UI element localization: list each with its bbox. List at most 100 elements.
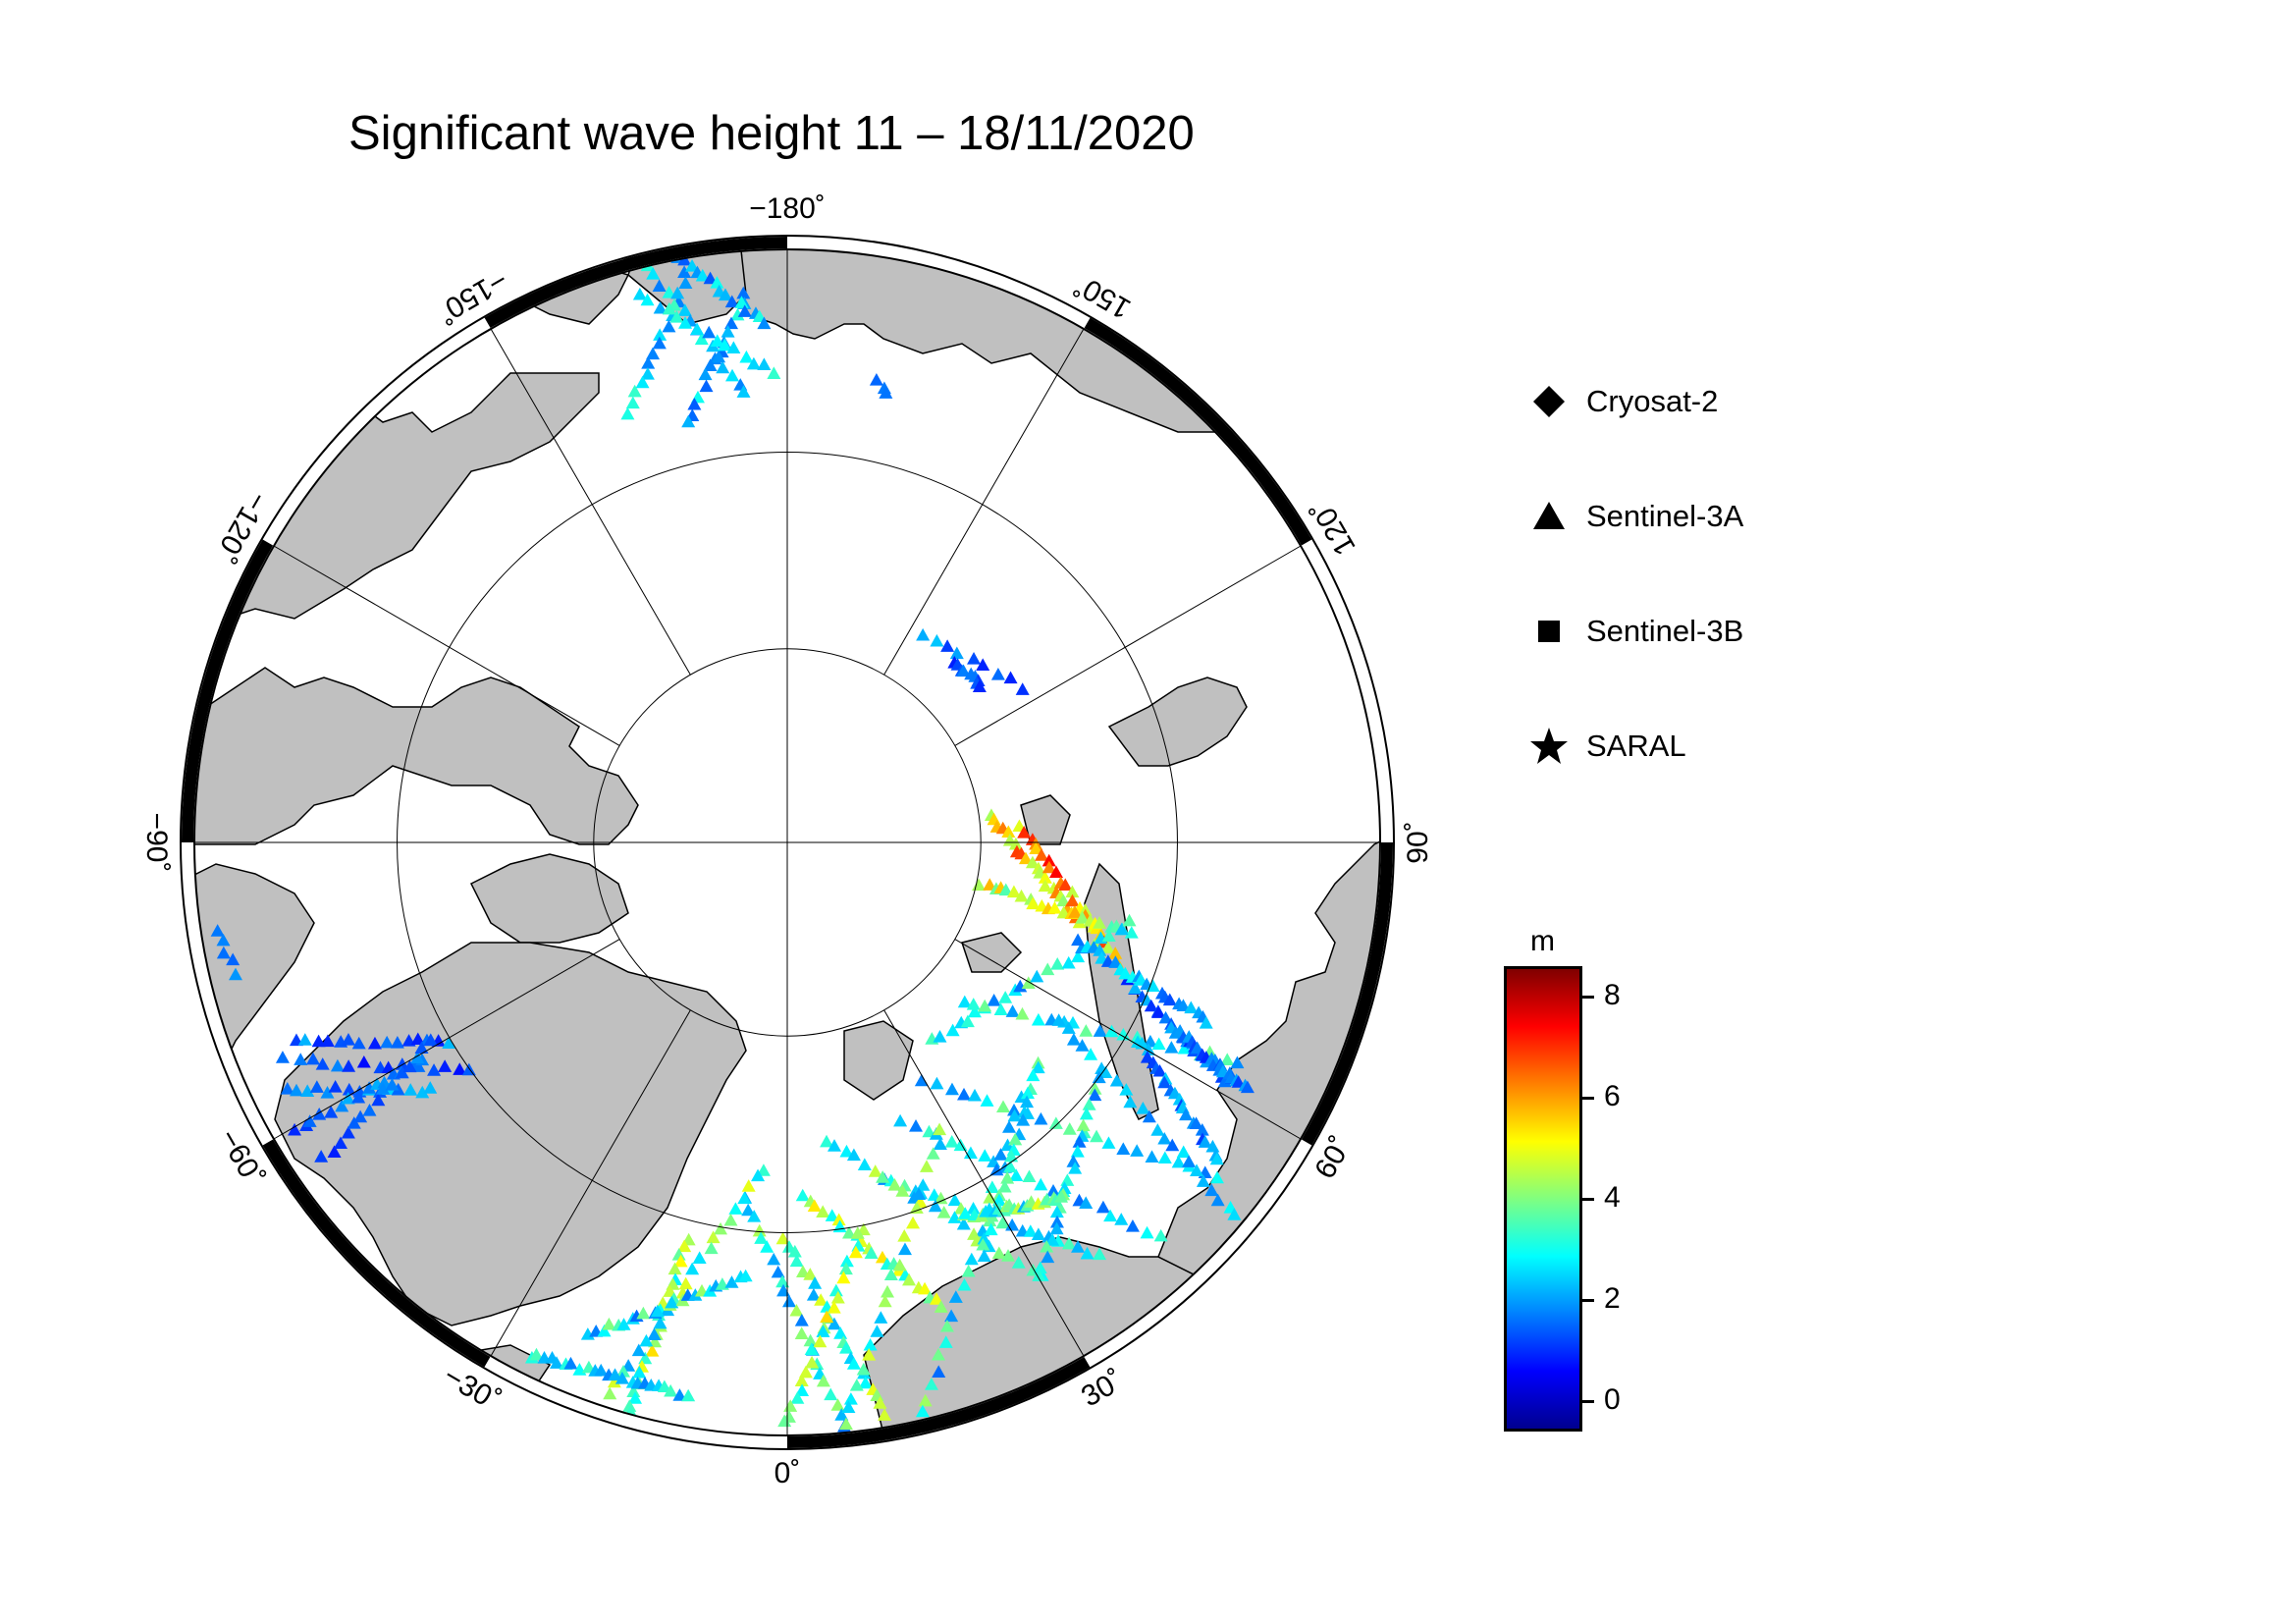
swh-marker xyxy=(998,991,1013,1003)
swh-marker xyxy=(461,1062,476,1076)
swh-marker xyxy=(1005,1004,1020,1017)
swh-marker xyxy=(737,304,752,317)
swh-marker xyxy=(1093,916,1107,929)
swh-marker xyxy=(362,1081,377,1094)
swh-marker xyxy=(423,1033,438,1046)
swh-marker xyxy=(1003,1160,1018,1173)
swh-marker xyxy=(1048,1116,1063,1129)
swh-marker xyxy=(653,300,667,314)
swh-marker xyxy=(789,1254,804,1268)
swh-marker xyxy=(1041,962,1055,976)
meridian-line xyxy=(273,939,620,1140)
swh-marker xyxy=(1013,979,1028,993)
swh-marker xyxy=(341,1033,355,1046)
swh-marker xyxy=(944,1134,959,1148)
swh-marker xyxy=(718,338,732,352)
swh-marker xyxy=(1068,1162,1083,1174)
swh-marker xyxy=(410,1032,425,1046)
swh-marker xyxy=(834,1408,849,1421)
swh-marker xyxy=(1040,1239,1054,1253)
swh-marker xyxy=(311,1034,326,1048)
swh-marker xyxy=(1205,1139,1220,1153)
swh-marker xyxy=(627,384,642,398)
swh-marker xyxy=(741,1203,756,1217)
swh-marker xyxy=(849,1379,864,1391)
swh-marker xyxy=(1157,1131,1172,1145)
swh-marker xyxy=(771,1265,785,1278)
swh-marker xyxy=(830,1398,845,1411)
swh-marker xyxy=(825,1209,839,1221)
swh-marker xyxy=(1152,1063,1167,1077)
swh-marker xyxy=(1151,1037,1166,1051)
swh-marker xyxy=(883,1268,898,1281)
legend-label: SARAL xyxy=(1586,729,1686,763)
swh-marker xyxy=(789,1303,804,1317)
colorbar-tick-label: 0 xyxy=(1604,1383,1621,1417)
land-svalbard xyxy=(843,1020,914,1101)
swh-marker xyxy=(1084,1048,1098,1060)
swh-marker xyxy=(963,1146,978,1160)
swh-marker xyxy=(807,1199,822,1212)
meridian-line xyxy=(490,328,691,676)
colorbar-tick xyxy=(1582,1299,1594,1303)
swh-marker xyxy=(390,1036,404,1049)
swh-marker xyxy=(1088,1082,1102,1095)
swh-marker xyxy=(1128,981,1143,995)
swh-marker xyxy=(1210,1193,1225,1207)
swh-marker xyxy=(827,1301,841,1314)
swh-marker xyxy=(690,322,705,336)
longitude-label: −90˚ xyxy=(140,813,173,873)
swh-marker xyxy=(333,1136,347,1150)
swh-marker xyxy=(616,1364,631,1378)
swh-marker xyxy=(1000,1138,1015,1152)
swh-marker xyxy=(956,1087,971,1101)
swh-marker xyxy=(902,1272,917,1286)
swh-marker xyxy=(667,1262,682,1275)
swh-marker xyxy=(1204,1183,1219,1197)
swh-marker xyxy=(798,1365,813,1379)
swh-marker xyxy=(1179,1108,1194,1121)
swh-marker xyxy=(863,1337,878,1351)
swh-marker xyxy=(1003,671,1018,684)
swh-marker xyxy=(423,1081,438,1094)
swh-marker xyxy=(757,316,772,330)
swh-marker xyxy=(958,1207,973,1219)
meridian-line xyxy=(273,545,620,746)
swh-marker xyxy=(1014,889,1029,902)
swh-marker xyxy=(878,1294,892,1308)
swh-marker xyxy=(1050,957,1065,970)
legend-item: Sentinel-3A xyxy=(1527,495,1743,538)
swh-marker xyxy=(964,1252,979,1266)
swh-marker xyxy=(940,639,955,652)
swh-marker xyxy=(1038,871,1052,884)
swh-marker xyxy=(1061,955,1076,969)
swh-marker xyxy=(347,1116,361,1129)
swh-marker xyxy=(993,1002,1008,1015)
frame-segment xyxy=(262,317,491,546)
swh-marker xyxy=(816,1374,830,1387)
land-taymyr xyxy=(1107,676,1248,767)
swh-marker xyxy=(876,1170,890,1183)
land-franz-josef xyxy=(961,932,1023,973)
swh-marker xyxy=(706,1230,721,1244)
swh-marker xyxy=(1054,1190,1069,1203)
swh-marker xyxy=(1071,1240,1086,1253)
swh-marker xyxy=(650,1304,665,1318)
swh-marker xyxy=(938,1335,953,1348)
swh-marker xyxy=(653,328,667,341)
swh-marker xyxy=(1101,929,1116,943)
swh-marker xyxy=(977,1231,991,1245)
swh-marker xyxy=(210,924,225,937)
swh-marker xyxy=(395,1065,409,1079)
meridian-line xyxy=(954,545,1302,746)
swh-marker xyxy=(1119,1083,1134,1096)
swh-marker xyxy=(1176,999,1191,1011)
swh-marker xyxy=(616,1318,631,1330)
swh-marker xyxy=(752,1223,767,1237)
swh-marker xyxy=(1021,1086,1036,1100)
swh-marker xyxy=(718,288,732,301)
swh-marker xyxy=(831,1213,846,1226)
swh-marker xyxy=(312,1107,327,1120)
swh-marker xyxy=(1116,1142,1131,1155)
swh-marker xyxy=(1189,1116,1203,1129)
